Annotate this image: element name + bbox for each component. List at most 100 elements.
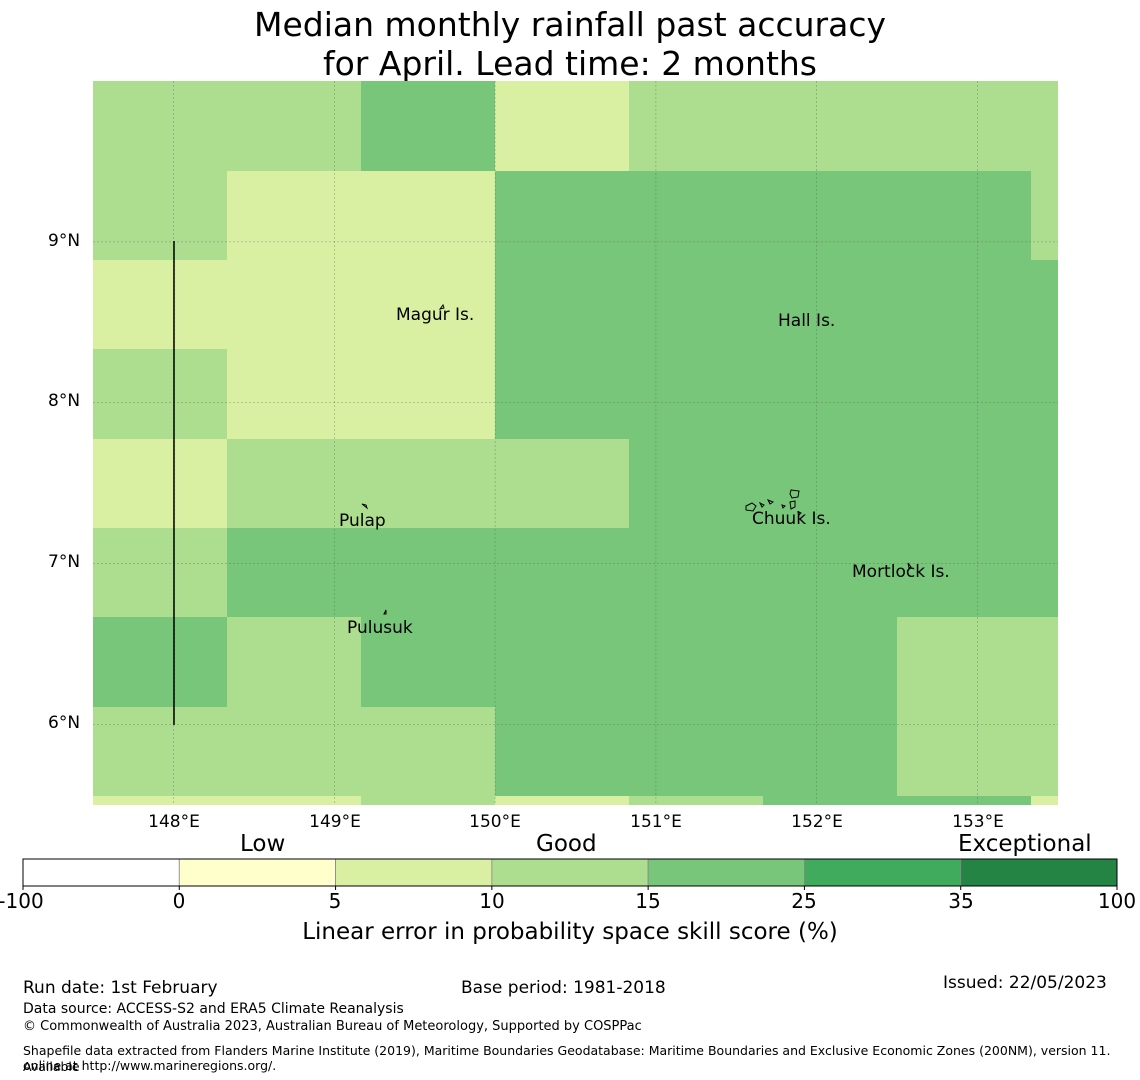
grid-cell bbox=[495, 439, 629, 528]
map-title-line-1: Median monthly rainfall past accuracy bbox=[253, 5, 887, 44]
grid-cell bbox=[1031, 796, 1058, 805]
grid-cell bbox=[361, 796, 495, 805]
grid-cell bbox=[897, 349, 1031, 439]
grid-cell bbox=[361, 707, 495, 796]
place-label-chuuk: Chuuk Is. bbox=[752, 509, 831, 529]
shapefile-credit-line-2: online at http://www.marineregions.org/. bbox=[23, 1058, 277, 1073]
grid-cell bbox=[897, 528, 1031, 617]
grid-cell bbox=[93, 707, 227, 796]
grid-cell bbox=[629, 528, 763, 617]
grid-cell bbox=[629, 439, 763, 528]
grid-cell bbox=[897, 796, 1031, 805]
place-label-mortlock: Mortlock Is. bbox=[852, 562, 950, 582]
grid-cell bbox=[93, 796, 227, 805]
y-tick-label: 9°N bbox=[48, 231, 81, 251]
grid-cell bbox=[361, 171, 495, 260]
skill-score-grid bbox=[93, 81, 1058, 805]
grid-cell bbox=[1031, 439, 1058, 528]
grid-cell bbox=[763, 796, 897, 805]
grid-cell bbox=[227, 528, 361, 617]
colorbar-segment bbox=[22, 858, 180, 887]
colorbar-tick-label: 15 bbox=[635, 889, 661, 913]
data-source: Data source: ACCESS-S2 and ERA5 Climate … bbox=[23, 1001, 404, 1017]
grid-cell bbox=[495, 349, 629, 439]
grid-cell bbox=[1031, 528, 1058, 617]
colorbar-tick-label: 5 bbox=[328, 889, 342, 913]
colorbar-segment bbox=[804, 858, 962, 887]
grid-cell bbox=[93, 617, 227, 707]
grid-cell bbox=[227, 349, 361, 439]
x-tick-label: 148°E bbox=[148, 812, 200, 832]
colorbar-tick-label: 0 bbox=[172, 889, 186, 913]
colorbar-segment bbox=[960, 858, 1118, 887]
mortlock-island-shape bbox=[907, 562, 912, 569]
y-tick-label: 7°N bbox=[48, 552, 81, 572]
grid-cell bbox=[93, 260, 227, 349]
island-outlines bbox=[361, 303, 912, 615]
place-label-pulap: Pulap bbox=[339, 511, 386, 531]
magur-island-shape bbox=[438, 303, 445, 310]
grid-cell bbox=[93, 81, 227, 171]
grid-cell bbox=[227, 81, 361, 171]
grid-cell bbox=[1031, 617, 1058, 707]
grid-cell bbox=[629, 707, 763, 796]
grid-cell bbox=[361, 528, 495, 617]
grid-cell bbox=[763, 81, 897, 171]
grid-cell bbox=[227, 439, 361, 528]
grid-cell bbox=[897, 171, 1031, 260]
grid-cell bbox=[495, 171, 629, 260]
chuuk-island-shapes bbox=[745, 489, 802, 516]
grid-cell bbox=[897, 617, 1031, 707]
x-tick-label: 153°E bbox=[952, 812, 1004, 832]
grid-cell bbox=[227, 171, 361, 260]
grid-cell bbox=[763, 171, 897, 260]
grid-cell bbox=[495, 796, 629, 805]
colorbar-tick-label: 10 bbox=[479, 889, 505, 913]
grid-cell bbox=[361, 617, 495, 707]
colorbar-segment bbox=[647, 858, 805, 887]
grid-cell bbox=[495, 81, 629, 171]
grid-cell bbox=[897, 707, 1031, 796]
legend-colorbar bbox=[22, 858, 1118, 890]
place-label-hall: Hall Is. bbox=[778, 311, 836, 331]
colorbar-axis-label: Linear error in probability space skill … bbox=[302, 919, 838, 945]
grid-cell bbox=[763, 349, 897, 439]
pulusuk-island-shape bbox=[383, 609, 387, 615]
grid-cell bbox=[361, 260, 495, 349]
grid-cell bbox=[361, 349, 495, 439]
grid-cell bbox=[495, 260, 629, 349]
grid-cell bbox=[1031, 349, 1058, 439]
grid-cell bbox=[227, 260, 361, 349]
pulap-island-shape bbox=[361, 503, 369, 510]
y-tick-label: 6°N bbox=[48, 713, 81, 733]
grid-cell bbox=[93, 171, 227, 260]
grid-cell bbox=[763, 528, 897, 617]
grid-cell bbox=[763, 260, 897, 349]
legend-category-good: Good bbox=[536, 831, 597, 857]
grid-cell bbox=[897, 439, 1031, 528]
base-period: Base period: 1981-2018 bbox=[461, 978, 666, 998]
grid-cell bbox=[629, 349, 763, 439]
x-tick-label: 151°E bbox=[630, 812, 682, 832]
grid-cell bbox=[93, 528, 227, 617]
x-tick-label: 149°E bbox=[309, 812, 361, 832]
grid-cell bbox=[629, 260, 763, 349]
grid-cell bbox=[227, 796, 361, 805]
colorbar-segment bbox=[491, 858, 649, 887]
colorbar-segment bbox=[335, 858, 493, 887]
x-tick-label: 152°E bbox=[791, 812, 843, 832]
grid-cell bbox=[1031, 260, 1058, 349]
grid-cell bbox=[763, 439, 897, 528]
grid-cell bbox=[1031, 707, 1058, 796]
run-date: Run date: 1st February bbox=[23, 978, 218, 998]
grid-cell bbox=[227, 707, 361, 796]
colorbar-tick-label: 25 bbox=[791, 889, 817, 913]
colorbar-frame bbox=[22, 858, 1118, 887]
colorbar-tick-label: -100 bbox=[0, 889, 44, 913]
grid-cell bbox=[629, 171, 763, 260]
legend-category-exceptional: Exceptional bbox=[958, 831, 1092, 857]
shapefile-credit-line-1: Shapefile data extracted from Flanders M… bbox=[23, 1043, 1111, 1074]
place-label-magur: Magur Is. bbox=[396, 305, 475, 325]
grid-cell bbox=[93, 439, 227, 528]
